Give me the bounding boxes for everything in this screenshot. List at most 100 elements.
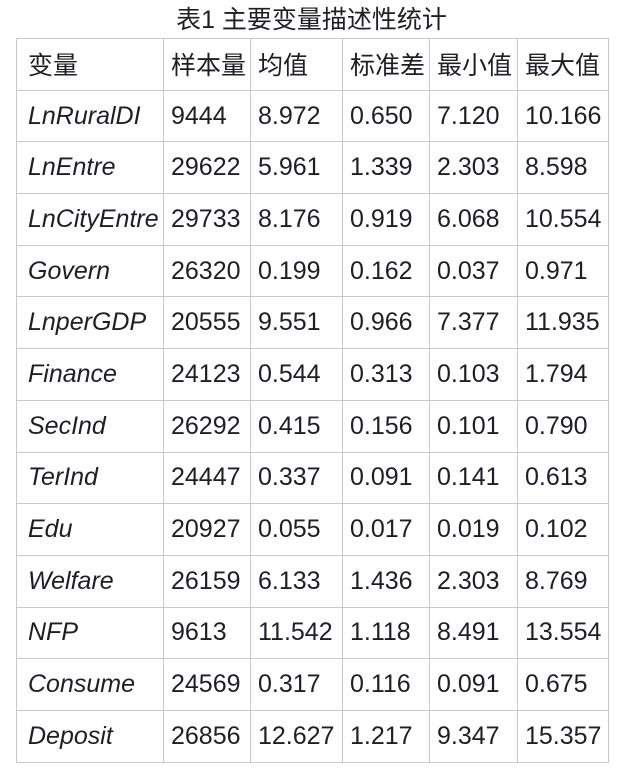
table-row: LnCityEntre 29733 8.176 0.919 6.068 10.5…: [16, 193, 609, 246]
table-row: Deposit 26856 12.627 1.217 9.347 15.357: [16, 709, 609, 763]
variable-name: NFP: [16, 606, 164, 660]
header-row: 变量 样本量 均值 标准差 最小值 最大值: [16, 38, 609, 91]
cell-value: 0.966: [342, 296, 430, 350]
cell-value: 7.377: [429, 296, 518, 350]
cell-value: 1.217: [342, 709, 430, 763]
cell-value: 0.156: [342, 399, 430, 453]
variable-name: Govern: [16, 244, 164, 298]
header-max: 最大值: [517, 38, 609, 91]
header-mean: 均值: [250, 38, 343, 91]
cell-value: 24569: [163, 658, 251, 711]
cell-value: 6.133: [250, 554, 343, 608]
table-body: LnRuralDI 9444 8.972 0.650 7.120 10.166 …: [16, 89, 609, 763]
cell-value: 0.650: [342, 89, 430, 143]
cell-value: 2.303: [429, 554, 518, 608]
cell-value: 0.091: [429, 658, 518, 711]
cell-value: 0.337: [250, 451, 343, 505]
cell-value: 0.199: [250, 244, 343, 298]
table-row: LnRuralDI 9444 8.972 0.650 7.120 10.166: [16, 89, 609, 143]
cell-value: 0.103: [429, 348, 518, 401]
cell-value: 6.068: [429, 193, 518, 246]
cell-value: 26320: [163, 244, 251, 298]
cell-value: 20555: [163, 296, 251, 350]
table-row: SecInd 26292 0.415 0.156 0.101 0.790: [16, 399, 609, 453]
cell-value: 13.554: [517, 606, 609, 660]
cell-value: 0.091: [342, 451, 430, 505]
table-row: Consume 24569 0.317 0.116 0.091 0.675: [16, 658, 609, 711]
cell-value: 0.162: [342, 244, 430, 298]
cell-value: 0.544: [250, 348, 343, 401]
cell-value: 0.919: [342, 193, 430, 246]
header-sample-size: 样本量: [163, 38, 251, 91]
variable-name: LnperGDP: [16, 296, 164, 350]
variable-name: TerInd: [16, 451, 164, 505]
cell-value: 0.055: [250, 503, 343, 556]
cell-value: 8.176: [250, 193, 343, 246]
cell-value: 0.116: [342, 658, 430, 711]
cell-value: 0.037: [429, 244, 518, 298]
table-row: TerInd 24447 0.337 0.091 0.141 0.613: [16, 451, 609, 505]
table-row: Edu 20927 0.055 0.017 0.019 0.102: [16, 503, 609, 556]
cell-value: 26292: [163, 399, 251, 453]
cell-value: 26159: [163, 554, 251, 608]
table-row: Finance 24123 0.544 0.313 0.103 1.794: [16, 348, 609, 401]
cell-value: 12.627: [250, 709, 343, 763]
table-row: Welfare 26159 6.133 1.436 2.303 8.769: [16, 554, 609, 608]
cell-value: 9.551: [250, 296, 343, 350]
cell-value: 1.118: [342, 606, 430, 660]
cell-value: 8.598: [517, 141, 609, 195]
header-variable: 变量: [16, 38, 164, 91]
variable-name: Edu: [16, 503, 164, 556]
cell-value: 0.415: [250, 399, 343, 453]
cell-value: 11.542: [250, 606, 343, 660]
cell-value: 8.972: [250, 89, 343, 143]
cell-value: 1.794: [517, 348, 609, 401]
cell-value: 15.357: [517, 709, 609, 763]
cell-value: 8.769: [517, 554, 609, 608]
cell-value: 0.102: [517, 503, 609, 556]
table-row: NFP 9613 11.542 1.118 8.491 13.554: [16, 606, 609, 660]
cell-value: 0.313: [342, 348, 430, 401]
cell-value: 0.019: [429, 503, 518, 556]
cell-value: 0.017: [342, 503, 430, 556]
descriptive-statistics-table: 变量 样本量 均值 标准差 最小值 最大值 LnRuralDI 9444 8.9…: [16, 38, 609, 763]
variable-name: SecInd: [16, 399, 164, 453]
cell-value: 9444: [163, 89, 251, 143]
cell-value: 0.613: [517, 451, 609, 505]
cell-value: 26856: [163, 709, 251, 763]
cell-value: 0.971: [517, 244, 609, 298]
variable-name: Consume: [16, 658, 164, 711]
cell-value: 1.339: [342, 141, 430, 195]
table-row: Govern 26320 0.199 0.162 0.037 0.971: [16, 244, 609, 298]
cell-value: 9613: [163, 606, 251, 660]
cell-value: 5.961: [250, 141, 343, 195]
cell-value: 9.347: [429, 709, 518, 763]
cell-value: 24123: [163, 348, 251, 401]
variable-name: Deposit: [16, 709, 164, 763]
cell-value: 0.675: [517, 658, 609, 711]
variable-name: LnCityEntre: [16, 193, 164, 246]
header-min: 最小值: [429, 38, 518, 91]
header-std-dev: 标准差: [342, 38, 430, 91]
cell-value: 24447: [163, 451, 251, 505]
cell-value: 7.120: [429, 89, 518, 143]
variable-name: Welfare: [16, 554, 164, 608]
cell-value: 10.166: [517, 89, 609, 143]
paper-table-page: 表1 主要变量描述性统计 变量 样本量 均值 标准差 最小值 最大值 LnRur…: [0, 6, 619, 763]
cell-value: 20927: [163, 503, 251, 556]
table-row: LnEntre 29622 5.961 1.339 2.303 8.598: [16, 141, 609, 195]
cell-value: 29622: [163, 141, 251, 195]
cell-value: 0.141: [429, 451, 518, 505]
cell-value: 8.491: [429, 606, 518, 660]
variable-name: Finance: [16, 348, 164, 401]
cell-value: 29733: [163, 193, 251, 246]
table-title: 表1 主要变量描述性统计: [176, 6, 447, 34]
cell-value: 2.303: [429, 141, 518, 195]
variable-name: LnRuralDI: [16, 89, 164, 143]
cell-value: 1.436: [342, 554, 430, 608]
cell-value: 10.554: [517, 193, 609, 246]
cell-value: 0.317: [250, 658, 343, 711]
cell-value: 0.101: [429, 399, 518, 453]
variable-name: LnEntre: [16, 141, 164, 195]
cell-value: 0.790: [517, 399, 609, 453]
